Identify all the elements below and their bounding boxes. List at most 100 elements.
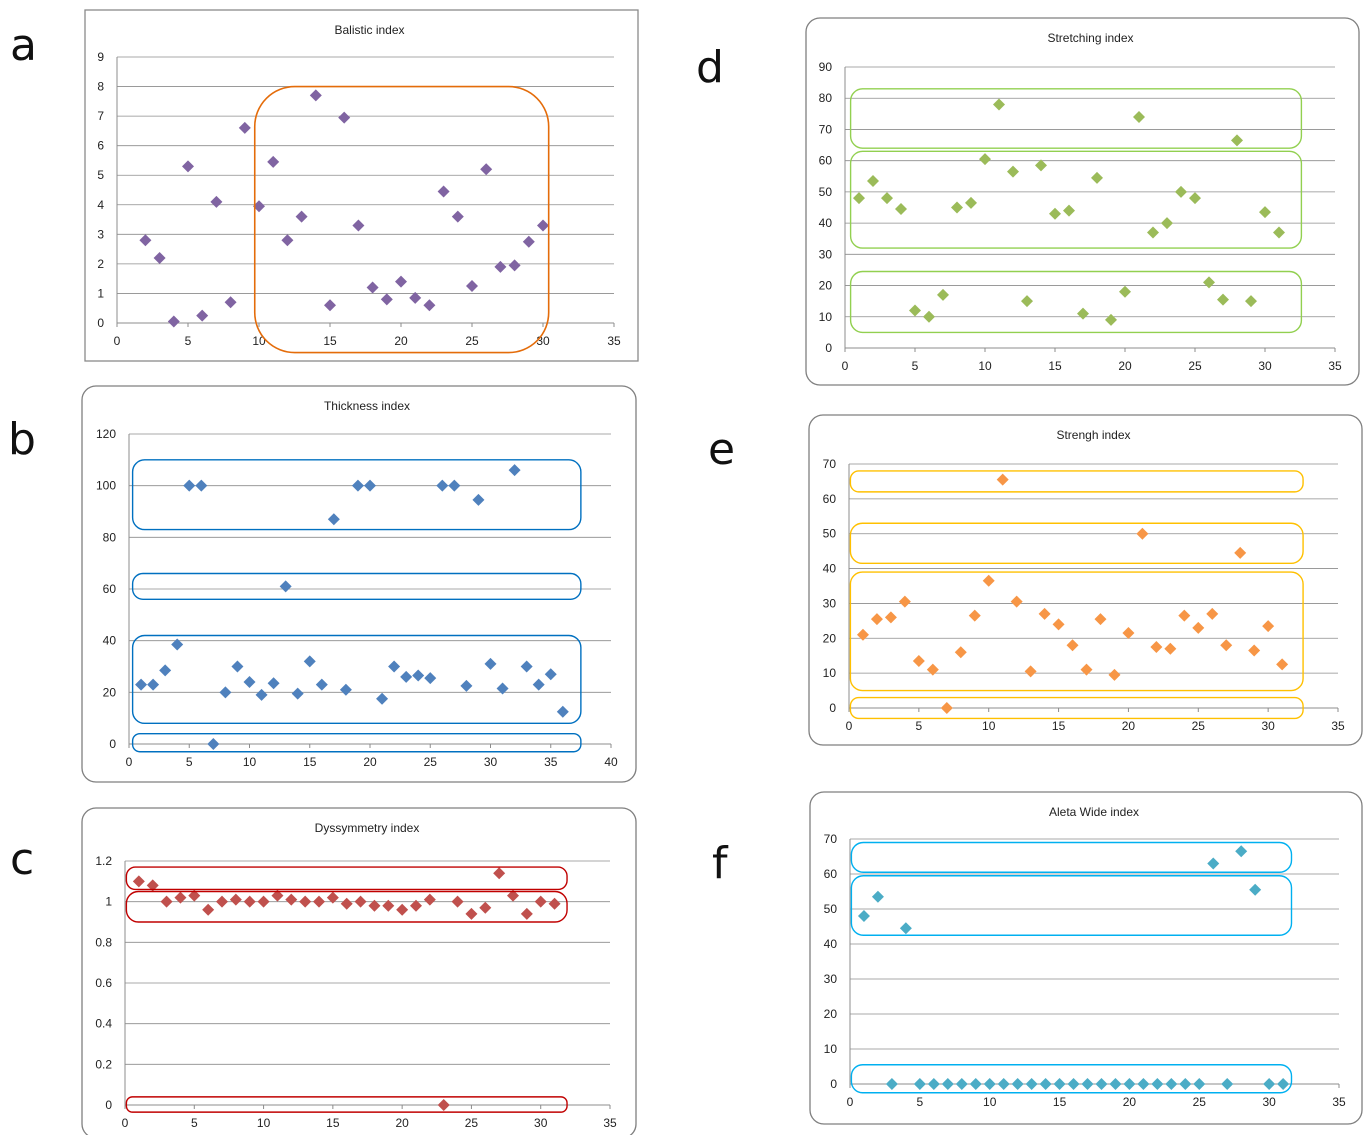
cluster-outline — [850, 875, 1293, 936]
data-point — [1262, 620, 1275, 633]
x-tick-label: 5 — [916, 719, 923, 733]
data-point — [1277, 1078, 1290, 1090]
y-tick-label: 2 — [97, 257, 104, 271]
data-point — [857, 910, 870, 922]
y-tick-label: 70 — [823, 457, 837, 471]
data-point — [167, 315, 180, 328]
data-point — [380, 293, 393, 306]
data-point — [160, 895, 173, 908]
x-tick-label: 20 — [394, 334, 408, 348]
data-point — [899, 922, 912, 935]
x-tick-label: 20 — [1122, 719, 1136, 733]
data-point — [424, 672, 437, 685]
y-tick-label: 100 — [96, 479, 116, 493]
x-tick-label: 5 — [185, 334, 192, 348]
data-point — [324, 299, 336, 312]
data-point — [326, 891, 339, 904]
data-point — [1080, 663, 1093, 676]
data-point — [400, 670, 413, 683]
chart-title: Stretching index — [1047, 31, 1133, 45]
y-tick-label: 10 — [819, 310, 833, 324]
data-point — [1038, 607, 1051, 620]
data-point — [216, 895, 228, 908]
x-tick-label: 30 — [1258, 359, 1272, 373]
data-point — [366, 281, 379, 294]
y-tick-label: 120 — [96, 427, 116, 441]
data-point — [493, 867, 506, 880]
data-point — [147, 678, 160, 691]
data-point — [207, 738, 220, 750]
data-point — [1123, 1078, 1136, 1090]
y-tick-label: 3 — [97, 227, 104, 241]
cluster-outline — [849, 88, 1303, 149]
y-tick-label: 20 — [819, 279, 833, 293]
x-tick-label: 20 — [395, 1116, 409, 1130]
data-point — [955, 1078, 968, 1090]
cluster-outline — [850, 841, 1293, 873]
y-tick-label: 60 — [819, 154, 833, 168]
data-point — [1137, 1078, 1150, 1090]
y-tick-label: 20 — [823, 631, 837, 645]
data-point — [1165, 1078, 1178, 1090]
data-point — [1095, 1078, 1108, 1090]
data-point — [870, 613, 883, 626]
data-point — [1063, 204, 1075, 217]
data-point — [1164, 642, 1177, 655]
data-point — [423, 299, 436, 312]
data-point — [174, 891, 187, 904]
data-point — [508, 464, 521, 477]
y-tick-label: 5 — [97, 168, 104, 182]
y-tick-label: 0.8 — [95, 935, 112, 949]
cluster-outline — [125, 890, 568, 923]
y-tick-label: 50 — [823, 527, 837, 541]
data-point — [132, 875, 145, 888]
data-point — [1263, 1078, 1276, 1090]
x-tick-label: 0 — [846, 719, 853, 733]
x-tick-label: 0 — [122, 1116, 129, 1130]
data-point — [354, 895, 367, 908]
y-tick-label: 0 — [97, 316, 104, 330]
x-tick-label: 5 — [917, 1095, 924, 1109]
data-point — [969, 1078, 982, 1090]
chart-frame — [84, 9, 639, 362]
x-tick-label: 10 — [983, 1095, 997, 1109]
data-point — [339, 683, 352, 696]
data-point — [480, 163, 493, 176]
data-point — [898, 595, 911, 608]
y-tick-label: 4 — [97, 198, 104, 212]
y-tick-label: 50 — [824, 902, 838, 916]
panel-letter-c: c — [10, 834, 35, 885]
data-point — [368, 899, 381, 912]
data-point — [534, 895, 547, 908]
data-point — [1053, 1078, 1066, 1090]
x-tick-label: 0 — [126, 755, 133, 769]
data-point — [1207, 857, 1220, 870]
data-point — [1035, 159, 1047, 172]
data-point — [255, 688, 268, 701]
y-tick-label: 7 — [97, 109, 104, 123]
data-point — [1133, 110, 1145, 123]
data-point — [410, 899, 422, 912]
data-point — [496, 682, 509, 695]
data-point — [881, 192, 893, 205]
chart-title: Dyssymmetry index — [315, 821, 420, 835]
data-point — [238, 121, 251, 134]
x-tick-label: 15 — [323, 334, 337, 348]
data-point — [1007, 165, 1019, 178]
data-point — [279, 580, 292, 593]
x-tick-label: 0 — [842, 359, 849, 373]
y-tick-label: 70 — [824, 832, 838, 846]
data-point — [1105, 313, 1117, 326]
data-point — [1091, 171, 1103, 184]
data-point — [979, 153, 991, 166]
x-tick-label: 0 — [114, 334, 121, 348]
data-point — [1175, 185, 1187, 198]
data-point — [423, 893, 436, 906]
y-tick-label: 0 — [830, 1077, 837, 1091]
data-point — [451, 210, 464, 223]
data-point — [243, 676, 256, 688]
panel-letter-d: d — [696, 42, 724, 93]
